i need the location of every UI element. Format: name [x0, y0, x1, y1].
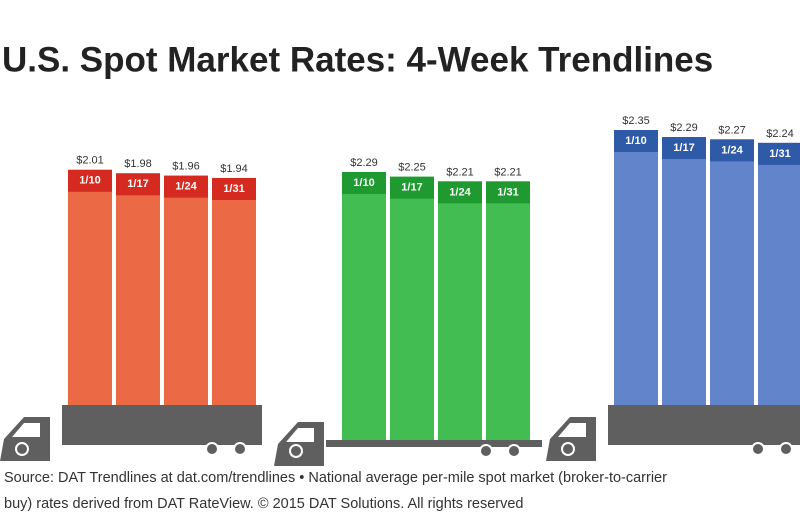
category-label: 1/10	[79, 175, 100, 187]
truck-wheel	[779, 442, 793, 456]
bar	[390, 176, 434, 440]
category-box	[710, 139, 754, 162]
category-box	[212, 177, 256, 200]
bar	[212, 177, 256, 405]
value-label: $1.96	[172, 161, 200, 173]
category-label: 1/31	[497, 186, 518, 198]
value-label: $2.29	[350, 157, 378, 169]
truck-wheel	[479, 444, 493, 458]
category-box	[68, 169, 112, 192]
truck-wheel	[289, 444, 303, 458]
truck-wheel	[751, 442, 765, 456]
value-label: $2.35	[622, 115, 650, 127]
category-label: 1/17	[673, 142, 694, 154]
value-label: $1.94	[220, 163, 248, 175]
bar	[342, 172, 386, 440]
title: U.S. Spot Market Rates: 4-Week Trendline…	[2, 40, 713, 79]
truck-window	[12, 423, 40, 437]
category-box	[164, 175, 208, 198]
truck-wheel	[561, 442, 575, 456]
truck-wheel	[205, 442, 219, 456]
bar	[710, 139, 754, 406]
bar	[116, 173, 160, 405]
truck-window	[558, 423, 586, 437]
bar	[486, 181, 530, 440]
category-label: 1/10	[353, 177, 374, 189]
truck-wheel	[507, 444, 521, 458]
category-box	[758, 142, 800, 165]
bar	[662, 137, 706, 405]
value-label: $2.25	[398, 162, 426, 174]
category-label: 1/24	[175, 181, 197, 193]
category-box	[614, 130, 658, 152]
value-label: $2.29	[670, 122, 698, 134]
bar	[614, 130, 658, 405]
value-label: $2.01	[76, 155, 104, 167]
source-line: buy) rates derived from DAT RateView. © …	[4, 496, 524, 512]
value-label: $2.21	[446, 166, 474, 178]
value-label: $2.24	[766, 128, 794, 140]
truck-window	[286, 428, 314, 442]
value-label: $1.98	[124, 158, 152, 170]
truck-trailer	[608, 405, 800, 445]
category-box	[342, 172, 386, 195]
category-label: 1/17	[127, 178, 148, 190]
category-label: 1/24	[721, 144, 743, 156]
bar	[758, 142, 800, 405]
category-box	[662, 137, 706, 160]
truck-wheel	[233, 442, 247, 456]
category-label: 1/24	[449, 186, 471, 198]
truck-bed	[326, 440, 542, 447]
bar	[164, 175, 208, 405]
value-label: $2.21	[494, 166, 522, 178]
source-line: Source: DAT Trendlines at dat.com/trendl…	[4, 470, 667, 486]
category-label: 1/31	[223, 183, 244, 195]
value-label: $2.27	[718, 124, 746, 136]
category-label: 1/10	[625, 135, 646, 147]
bar	[438, 181, 482, 440]
category-box	[438, 181, 482, 204]
truck-trailer	[62, 405, 262, 445]
category-label: 1/17	[401, 182, 422, 194]
category-box	[486, 181, 530, 204]
bar	[68, 169, 112, 405]
category-box	[116, 173, 160, 196]
truck-wheel	[15, 442, 29, 456]
category-label: 1/31	[769, 148, 790, 160]
category-box	[390, 176, 434, 199]
